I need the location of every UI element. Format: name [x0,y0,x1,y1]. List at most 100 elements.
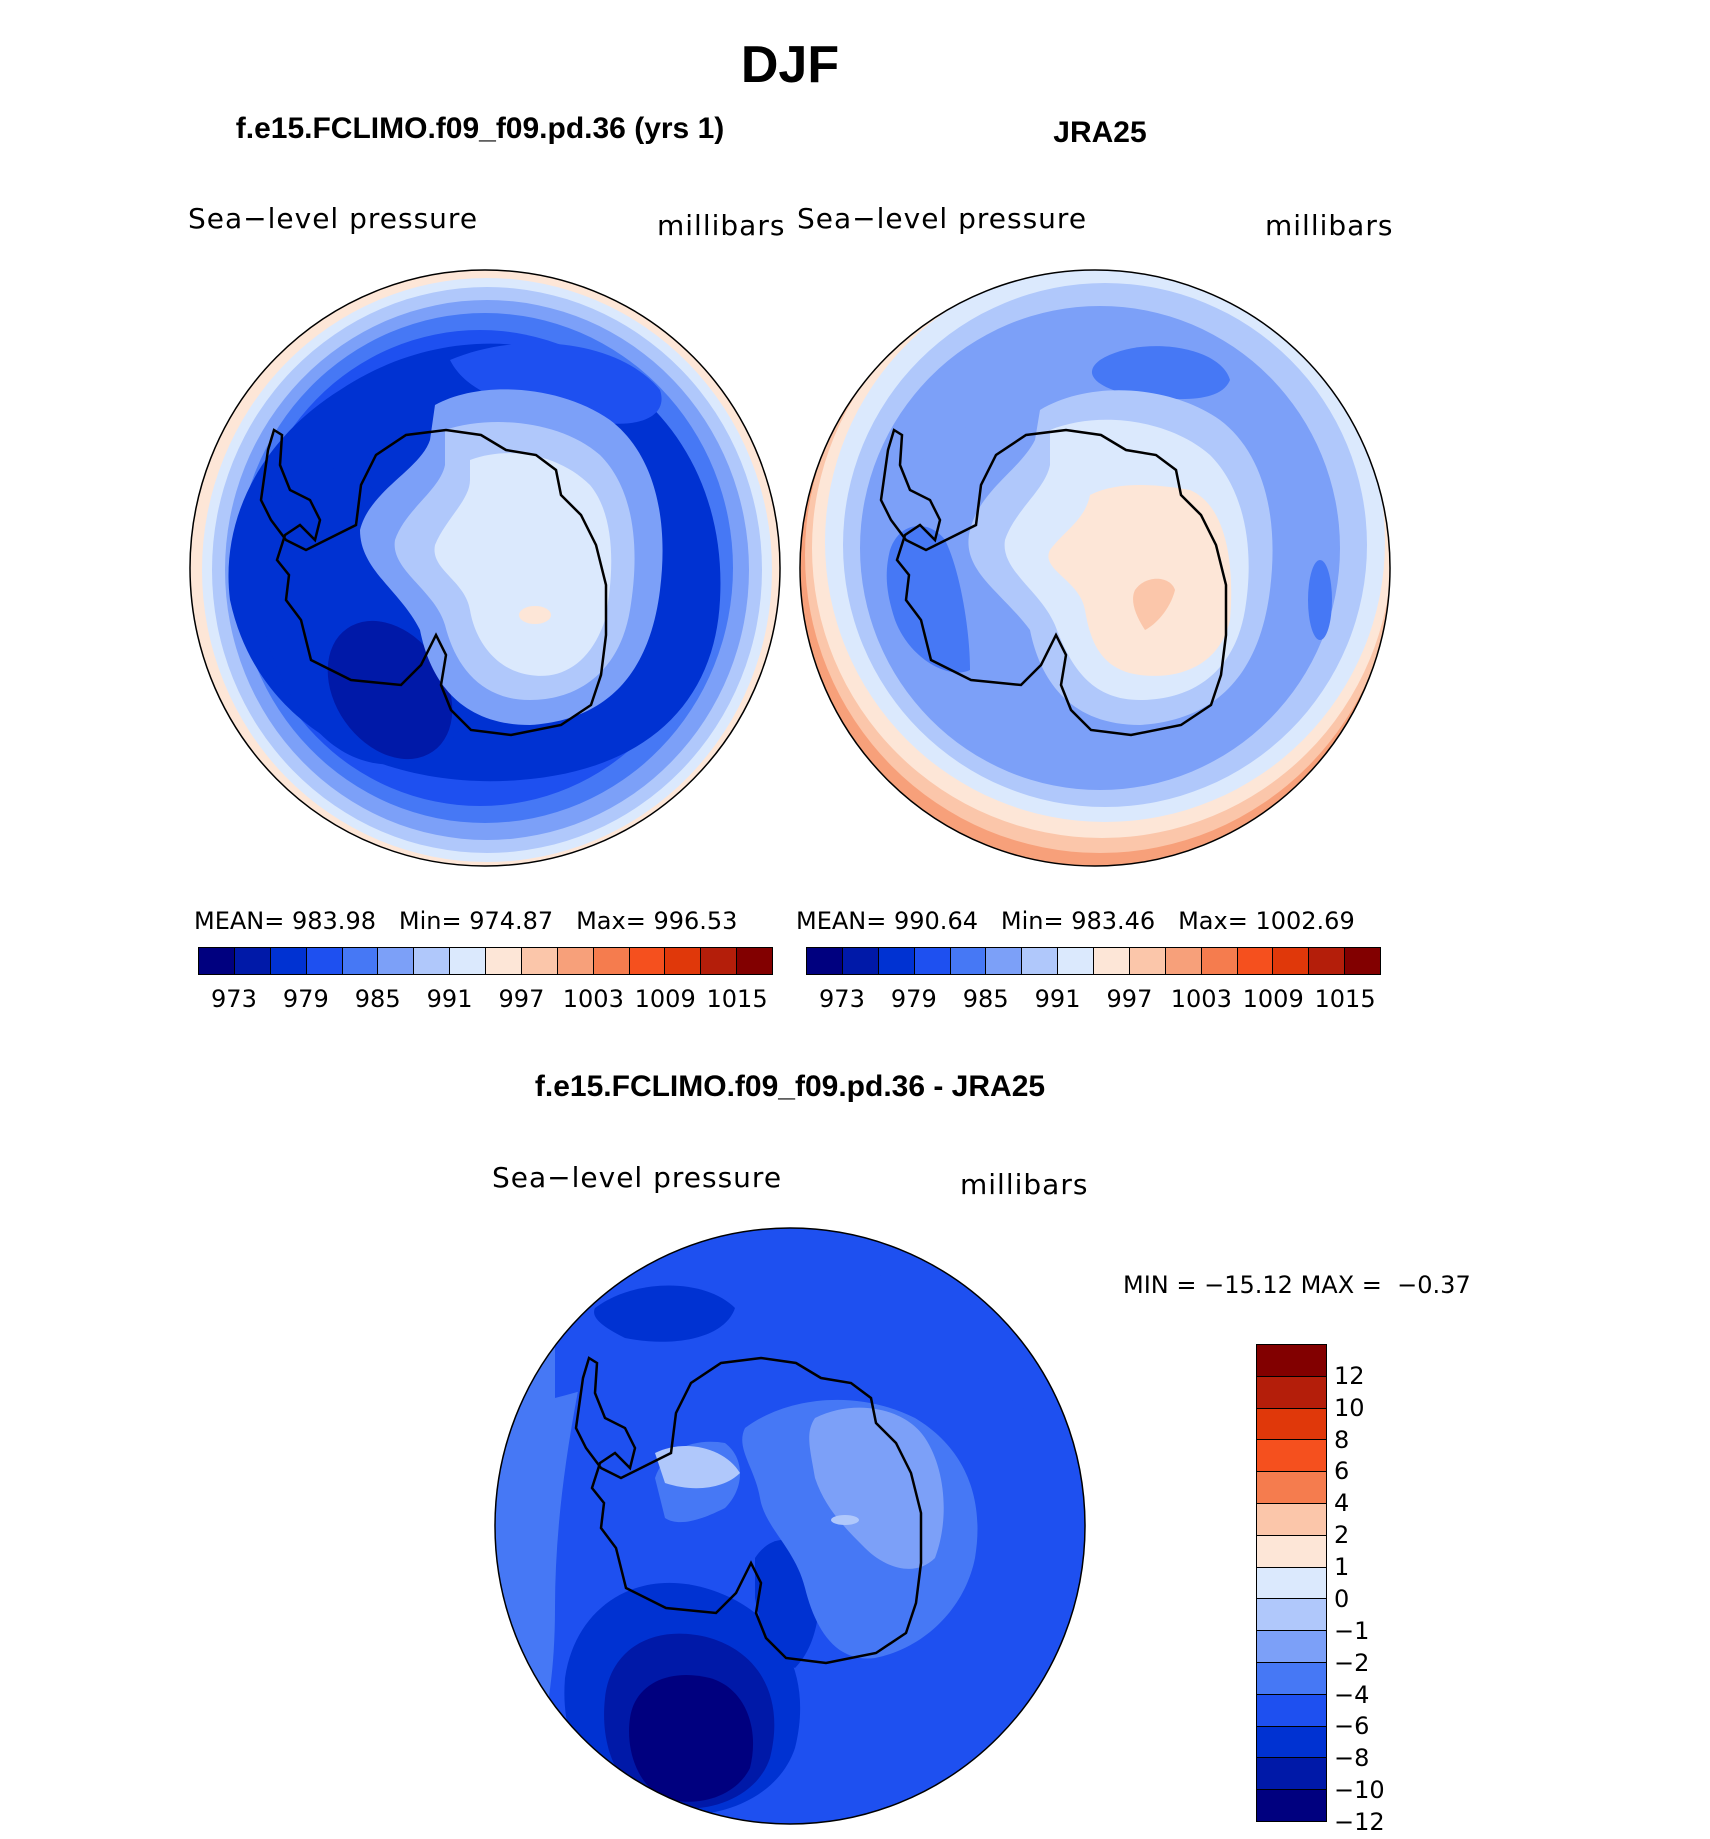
page-title: DJF [740,36,840,94]
panel-3-title: f.e15.FCLIMO.f09_f09.pd.36 - JRA25 [534,1070,1046,1103]
panel-1-title: f.e15.FCLIMO.f09_f09.pd.36 (yrs 1) [235,112,725,145]
min-label: Min= [398,907,462,935]
min-label: MIN = [1123,1271,1197,1299]
colorbar-tick-label: 997 [498,985,545,1013]
colorbar-jra25 [806,947,1381,975]
colorbar-cell [1129,948,1166,974]
colorbar-cell [342,948,379,974]
colorbar-cell [1257,1503,1326,1536]
mean-label: MEAN= [796,907,887,935]
colorbar-tick-label: 1009 [634,985,696,1013]
colorbar-cell [1058,948,1094,974]
colorbar-tick-label: 973 [211,985,257,1013]
min-value: 974.87 [469,907,554,935]
colorbar-tick-label: −6 [1334,1712,1370,1741]
colorbar-tick-label: 973 [819,985,865,1013]
colorbar-cell [1257,1567,1326,1600]
colorbar-tick-label: 991 [426,985,473,1013]
colorbar-cell [1257,1726,1326,1759]
colorbar-tick-label: 8 [1334,1425,1350,1454]
colorbar-tick-label: 1003 [1170,985,1232,1013]
colorbar-cell [842,948,879,974]
colorbar-model [198,947,773,975]
min-label: Min= [1000,907,1064,935]
colorbar-tick-label: 1015 [1314,985,1376,1013]
colorbar-tick-label: −2 [1334,1648,1370,1677]
max-label: Max= [576,907,646,935]
colorbar-cell [1165,948,1202,974]
colorbar-cell [593,948,630,974]
panel-2-units: millibars [1265,209,1394,242]
colorbar-tick-label: 985 [354,985,401,1013]
mean-value: 990.64 [894,907,978,935]
colorbar-cell [1257,1631,1326,1663]
colorbar-cell [1257,1376,1326,1409]
max-value: −0.37 [1397,1271,1471,1299]
colorbar-cell [629,948,666,974]
panel-2-variable: Sea−level pressure [797,202,1088,235]
colorbar-cell [878,948,915,974]
colorbar-cell [486,948,522,974]
colorbar-tick-label: 1015 [706,985,768,1013]
panel-1-variable: Sea−level pressure [188,202,479,235]
colorbar-cell [701,948,738,974]
colorbar-cell [557,948,594,974]
panel-1-stats: MEAN= 983.98 Min= 974.87 Max= 996.53 [194,907,737,935]
colorbar-tick-label: 10 [1334,1393,1365,1422]
colorbar-tick-label: 985 [962,985,1009,1013]
colorbar-cell [1273,948,1310,974]
panel-3-units: millibars [960,1168,1089,1201]
mean-label: MEAN= [194,907,285,935]
colorbar-cell [1257,1535,1326,1568]
colorbar-cell [1257,1345,1326,1377]
colorbar-cell [1257,1408,1326,1441]
colorbar-tick-label: −1 [1334,1616,1370,1645]
colorbar-cell [737,948,772,974]
colorbar-tick-label: −12 [1334,1808,1385,1836]
colorbar-cell [807,948,843,974]
colorbar-cell [414,948,451,974]
colorbar-difference [1256,1344,1327,1822]
colorbar-cell [1094,948,1130,974]
colorbar-cell [270,948,307,974]
colorbar-cell [199,948,235,974]
colorbar-cell [665,948,702,974]
colorbar-tick-label: 997 [1106,985,1153,1013]
colorbar-cell [1257,1790,1326,1821]
panel-2-title: JRA25 [1053,116,1147,149]
colorbar-tick-label: 1009 [1242,985,1304,1013]
colorbar-cell [1309,948,1346,974]
colorbar-tick-label: 0 [1334,1584,1350,1613]
colorbar-cell [1201,948,1238,974]
panel-3-stats: MIN = −15.12 MAX = −0.37 [1123,1271,1471,1299]
colorbar-tick-label: 4 [1334,1489,1350,1518]
colorbar-cell [306,948,343,974]
colorbar-cell [234,948,271,974]
max-label: Max= [1178,907,1248,935]
min-value: −15.12 [1204,1271,1293,1299]
colorbar-tick-label: 12 [1334,1361,1365,1390]
colorbar-cell [1257,1472,1326,1504]
map-difference-slp [494,1227,1086,1825]
colorbar-tick-label: 979 [890,985,937,1013]
map-model-slp [189,269,781,867]
colorbar-cell [1345,948,1380,974]
colorbar-cell [1257,1758,1326,1791]
colorbar-tick-label: 2 [1334,1521,1350,1550]
colorbar-tick-label: 1003 [562,985,624,1013]
max-value: 1002.69 [1255,907,1355,935]
min-value: 983.46 [1071,907,1156,935]
colorbar-tick-label: −8 [1334,1744,1370,1773]
colorbar-tick-label: 6 [1334,1457,1350,1486]
colorbar-cell [1257,1599,1326,1632]
panel-1-units: millibars [657,209,786,242]
colorbar-cell [986,948,1023,974]
max-label: MAX = [1300,1271,1382,1299]
colorbar-tick-label: −4 [1334,1680,1370,1709]
colorbar-cell [1237,948,1274,974]
colorbar-cell [450,948,486,974]
colorbar-tick-label: 979 [282,985,329,1013]
colorbar-cell [378,948,415,974]
colorbar-tick-label: −10 [1334,1776,1385,1805]
panel-3-variable: Sea−level pressure [492,1161,783,1194]
